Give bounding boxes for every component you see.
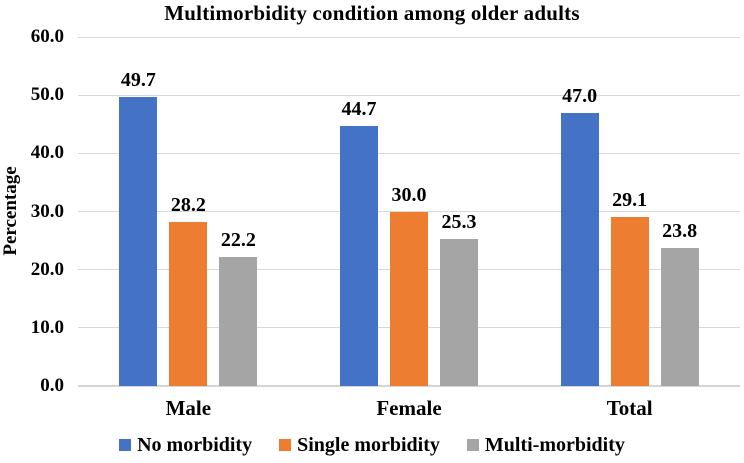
- y-axis-tick-labels: 60.0 50.0 40.0 30.0 20.0 10.0 0.0: [0, 27, 64, 396]
- bar-value-label: 28.2: [170, 193, 206, 216]
- bar: [390, 211, 428, 386]
- bar-value-label: 29.1: [612, 188, 648, 211]
- legend: No morbidity Single morbidity Multi-morbid…: [0, 431, 744, 459]
- bar-value-label: 30.0: [391, 183, 427, 206]
- x-category-label: Male: [165, 396, 212, 420]
- y-tick-label: 30.0: [30, 200, 64, 222]
- y-tick-label: 10.0: [30, 316, 64, 338]
- legend-label: No morbidity: [137, 434, 253, 456]
- y-tick-label: 60.0: [30, 26, 64, 47]
- bar-value-label: 44.7: [341, 97, 377, 120]
- legend-swatch-icon: [119, 439, 132, 451]
- bar-value-label: 49.7: [120, 68, 156, 91]
- legend-swatch-icon: [466, 439, 479, 451]
- bar: [119, 96, 158, 386]
- gridline: [78, 36, 740, 38]
- chart-title: Multimorbidity condition among older adu…: [164, 1, 580, 25]
- bar: [340, 126, 378, 386]
- y-tick-label: 40.0: [30, 142, 64, 164]
- legend-item: Single morbidity: [279, 434, 440, 456]
- plot-area: 49.7 28.2 22.2 44.7 30.0 25.3 47.0 29.1 23.8: [78, 36, 740, 387]
- bar: [610, 216, 649, 386]
- x-category-label: Total: [606, 396, 653, 420]
- y-tick-label: 20.0: [30, 258, 64, 280]
- bar: [440, 238, 478, 386]
- x-category-label: Female: [376, 396, 442, 420]
- legend-item: No morbidity: [119, 434, 252, 456]
- bar-value-label: 25.3: [441, 210, 477, 233]
- bar-value-label: 22.2: [220, 228, 256, 251]
- legend-swatch-icon: [279, 439, 292, 451]
- bar: [660, 247, 699, 386]
- gridline: [78, 94, 740, 96]
- gridline: [78, 152, 740, 154]
- y-tick-label: 0.0: [40, 375, 64, 396]
- bar-value-label: 23.8: [662, 219, 698, 242]
- bar: [219, 256, 258, 386]
- y-tick-label: 50.0: [30, 84, 64, 106]
- bar: [560, 112, 599, 386]
- legend-label: Single morbidity: [297, 434, 440, 456]
- legend-label: Multi-morbidity: [484, 434, 625, 456]
- bar-value-label: 47.0: [562, 84, 598, 107]
- bar: [169, 221, 208, 386]
- x-axis-category-labels: Male Female Total: [78, 396, 740, 424]
- x-axis-line: [78, 385, 740, 387]
- legend-item: Multi-morbidity: [466, 434, 625, 456]
